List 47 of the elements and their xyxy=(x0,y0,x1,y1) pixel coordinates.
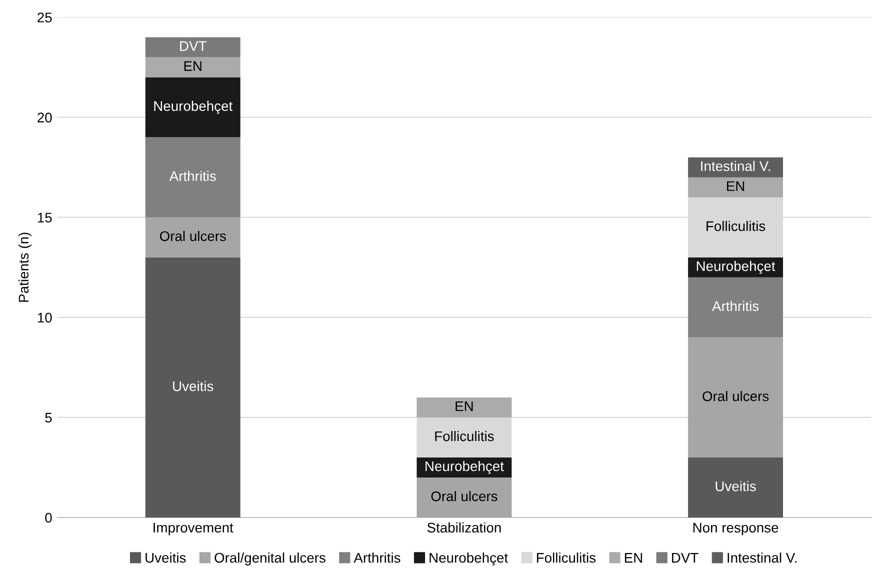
y-tick-label: 10 xyxy=(38,312,52,323)
bar xyxy=(145,137,240,218)
legend-label: Folliculitis xyxy=(536,552,596,563)
data-label: EN xyxy=(456,401,473,412)
legend-label: Uveitis xyxy=(146,552,186,563)
bar xyxy=(145,77,240,138)
bar xyxy=(145,217,240,258)
data-label: Arthritis xyxy=(169,170,216,182)
x-tick-label: Improvement xyxy=(154,522,234,536)
legend-label: EN xyxy=(624,553,642,563)
legend-label: Neurobehçet xyxy=(430,552,508,566)
legend-label: DVT xyxy=(672,553,698,563)
x-tick-label: Non response xyxy=(693,522,778,536)
data-label: Intestinal V. xyxy=(701,160,770,172)
bar xyxy=(688,177,784,198)
bar xyxy=(416,477,512,518)
y-tick-label: 20 xyxy=(38,112,52,122)
data-label: Folliculitis xyxy=(706,220,766,232)
x-tick-label: Stabilization xyxy=(427,522,501,533)
bar xyxy=(145,37,240,58)
data-label: Neurobehçet xyxy=(154,100,233,114)
bar xyxy=(145,57,240,78)
y-axis-title: Patients (n) xyxy=(18,232,32,302)
bar xyxy=(688,457,784,518)
y-tick-label: 15 xyxy=(38,212,52,223)
bar xyxy=(145,257,240,518)
data-label: Oral ulcers xyxy=(431,491,498,502)
data-label: EN xyxy=(727,181,744,191)
data-label: Oral ulcers xyxy=(160,230,226,242)
y-tick-label: 25 xyxy=(38,12,52,22)
data-label: Arthritis xyxy=(712,300,759,312)
y-tick-label: 0 xyxy=(45,512,52,523)
legend-label: Oral/genital ulcers xyxy=(214,552,326,566)
bar xyxy=(416,397,512,418)
data-label: Oral ulcers xyxy=(702,390,769,402)
data-label: Neurobehçet xyxy=(426,460,504,474)
bar xyxy=(688,337,784,458)
data-label: Neurobehçet xyxy=(696,260,776,274)
y-tick-label: 5 xyxy=(45,412,52,423)
bar xyxy=(688,277,784,338)
legend-label: Intestinal V. xyxy=(728,552,796,563)
legend-label: Arthritis xyxy=(354,552,400,563)
data-label: Uveitis xyxy=(173,380,214,392)
data-label: Folliculitis xyxy=(435,430,494,442)
data-label: Uveitis xyxy=(716,481,756,492)
data-label: DVT xyxy=(180,41,206,51)
data-label: EN xyxy=(184,61,202,71)
